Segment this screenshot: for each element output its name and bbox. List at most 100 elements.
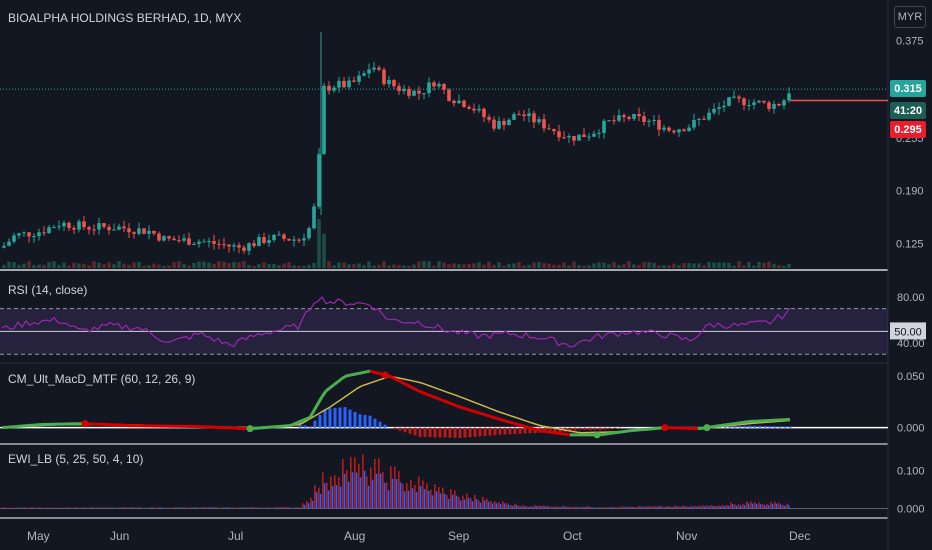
- candle-body: [572, 136, 576, 141]
- macd-line-segment: [621, 429, 627, 434]
- ewi-bar-red: [758, 502, 760, 509]
- macd-hist-bar: [403, 427, 407, 433]
- macd-line-segment: [421, 391, 427, 396]
- ewi-bar-blue: [423, 488, 426, 509]
- candle-body: [82, 221, 86, 228]
- ewi-bar-red: [774, 501, 776, 509]
- volume-bar: [262, 262, 266, 268]
- ewi-bar-blue: [235, 507, 238, 509]
- ewi-bar-blue: [571, 507, 574, 509]
- macd-line-segment: [713, 424, 719, 429]
- price-tick-label: 0.125: [896, 239, 924, 251]
- volume-bar: [137, 261, 141, 268]
- macd-hist-bar: [298, 424, 302, 428]
- macd-hist-bar: [363, 414, 367, 428]
- ewi-bar-blue: [183, 507, 186, 509]
- candle-body: [672, 130, 676, 133]
- volume-bar: [692, 263, 696, 268]
- macd-hist-bar: [743, 425, 747, 428]
- candle-body: [77, 221, 81, 230]
- currency-button[interactable]: MYR: [894, 6, 926, 28]
- volume-bar: [282, 263, 286, 268]
- macd-line-segment: [397, 379, 403, 384]
- ewi-bar-blue: [111, 507, 114, 509]
- candle-body: [147, 230, 151, 234]
- volume-bar: [637, 264, 641, 268]
- ewi-bar-blue: [379, 473, 382, 509]
- volume-bar: [642, 261, 646, 268]
- ewi-bar-red: [270, 507, 272, 509]
- candle-body: [207, 241, 211, 243]
- volume-bar: [257, 264, 261, 268]
- ewi-bar-blue: [279, 507, 282, 509]
- ewi-bar-blue: [163, 507, 166, 509]
- volume-bar: [772, 264, 776, 268]
- ewi-bar-blue: [115, 507, 118, 509]
- macd-line-segment: [513, 421, 519, 426]
- ewi-bar-red: [110, 507, 112, 509]
- candle-body: [657, 119, 661, 130]
- candle-body: [12, 235, 16, 242]
- ewi-bar-red: [702, 505, 704, 509]
- candle-body: [587, 136, 591, 138]
- volume-bar: [162, 265, 166, 268]
- ewi-bar-blue: [607, 507, 610, 509]
- volume-bar: [72, 262, 76, 268]
- ewi-bar-red: [730, 502, 732, 509]
- ewi-bar-red: [650, 506, 652, 509]
- candle-body: [172, 238, 176, 241]
- volume-bar: [587, 265, 591, 268]
- macd-hist-bar: [443, 427, 447, 438]
- volume-bar: [777, 265, 781, 268]
- ewi-bar-red: [626, 506, 628, 509]
- macd-hist-bar: [408, 427, 412, 434]
- volume-bar: [167, 265, 171, 268]
- candle-body: [637, 113, 641, 117]
- macd-line-segment: [729, 422, 735, 426]
- volume-bar: [337, 262, 341, 268]
- ewi-bar-red: [566, 506, 568, 509]
- macd-hist-bar: [458, 427, 462, 438]
- volume-bar: [622, 264, 626, 268]
- ewi-bar-red: [458, 496, 460, 509]
- macd-line-segment: [741, 420, 747, 425]
- volume-bar: [297, 265, 301, 268]
- ewi-bar-blue: [575, 507, 578, 509]
- candle-body: [342, 80, 346, 88]
- macd-line-segment: [457, 404, 463, 410]
- ewi-bar-blue: [47, 507, 50, 509]
- macd-hist-bar: [728, 426, 732, 428]
- ewi-bar-blue: [383, 482, 386, 509]
- ewi-bar-red: [294, 507, 296, 509]
- ewi-bar-red: [298, 507, 300, 509]
- ewi-bar-blue: [223, 507, 226, 509]
- ewi-bar-red: [62, 507, 64, 509]
- ewi-bar-red: [754, 502, 756, 509]
- ewi-bar-red: [506, 503, 508, 509]
- candle-body: [512, 114, 516, 120]
- ewi-bar-blue: [99, 507, 102, 509]
- ewi-bar-red: [358, 463, 360, 509]
- volume-bar: [632, 264, 636, 268]
- volume-bar: [217, 261, 221, 268]
- ewi-pane-title: EWI_LB (5, 25, 50, 4, 10): [8, 452, 144, 466]
- candle-body: [717, 107, 721, 109]
- rsi-pane-title: RSI (14, close): [8, 283, 88, 297]
- volume-bar: [247, 265, 251, 268]
- candle-body: [417, 90, 421, 94]
- macd-hist-bar: [453, 427, 457, 438]
- candle-body: [307, 228, 311, 239]
- macd-hist-bar: [588, 427, 592, 430]
- ewi-bar-red: [418, 476, 420, 509]
- red-level-badge: 0.295: [890, 121, 926, 138]
- ewi-bar-blue: [711, 506, 714, 509]
- volume-bar: [2, 264, 6, 268]
- ewi-bar-red: [630, 506, 632, 509]
- ewi-bar-blue: [215, 507, 218, 509]
- ewi-bar-blue: [407, 490, 410, 509]
- ewi-bar-blue: [343, 473, 346, 509]
- macd-line-segment: [341, 374, 347, 380]
- macd-pane-title: CM_Ult_MacD_MTF (60, 12, 26, 9): [8, 372, 196, 386]
- ewi-bar-red: [586, 506, 588, 509]
